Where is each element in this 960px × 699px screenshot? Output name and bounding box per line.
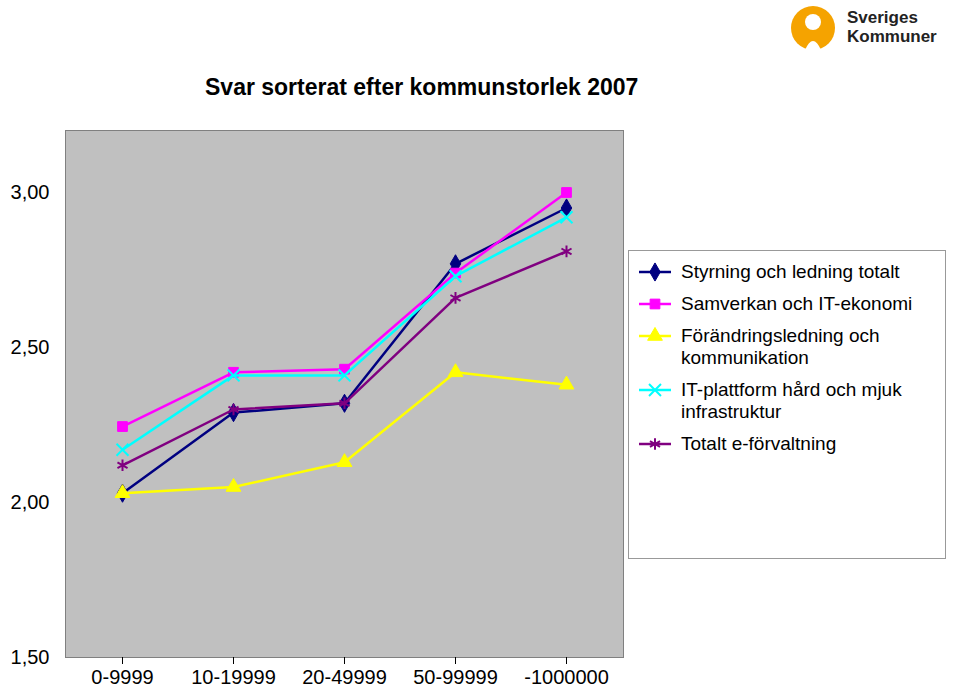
svg-text:10-19999: 10-19999 [191,666,276,688]
svg-text:2,50: 2,50 [11,336,50,358]
html-text:IT-plattform hård och mjuk inf: IT-plattform hård och mjuk infrastruktur [681,379,902,422]
html-text:Styrning och ledning totalt: Styrning och ledning totalt [681,261,900,282]
svg-text:-1000000: -1000000 [524,666,609,688]
html-text:Kommuner: Kommuner [847,27,937,46]
html-text:Svar sorterat efter kommunstor: Svar sorterat efter kommunstorlek 2007 [205,74,639,100]
html-text:Samverkan och IT-ekonomi: Samverkan och IT-ekonomi [681,293,913,314]
html-text:Sveriges: Sveriges [847,8,918,27]
svg-text:0-9999: 0-9999 [91,666,153,688]
svg-text:3,00: 3,00 [11,181,50,203]
html-text:Totalt e-förvaltning: Totalt e-förvaltning [681,433,837,454]
html-text:Förändringsledning och kommuni: Förändringsledning och kommunikation [681,325,880,368]
svg-text:50-99999: 50-99999 [413,666,498,688]
svg-text:2,00: 2,00 [11,491,50,513]
svg-text:20-49999: 20-49999 [302,666,387,688]
svg-text:1,50: 1,50 [11,646,50,668]
